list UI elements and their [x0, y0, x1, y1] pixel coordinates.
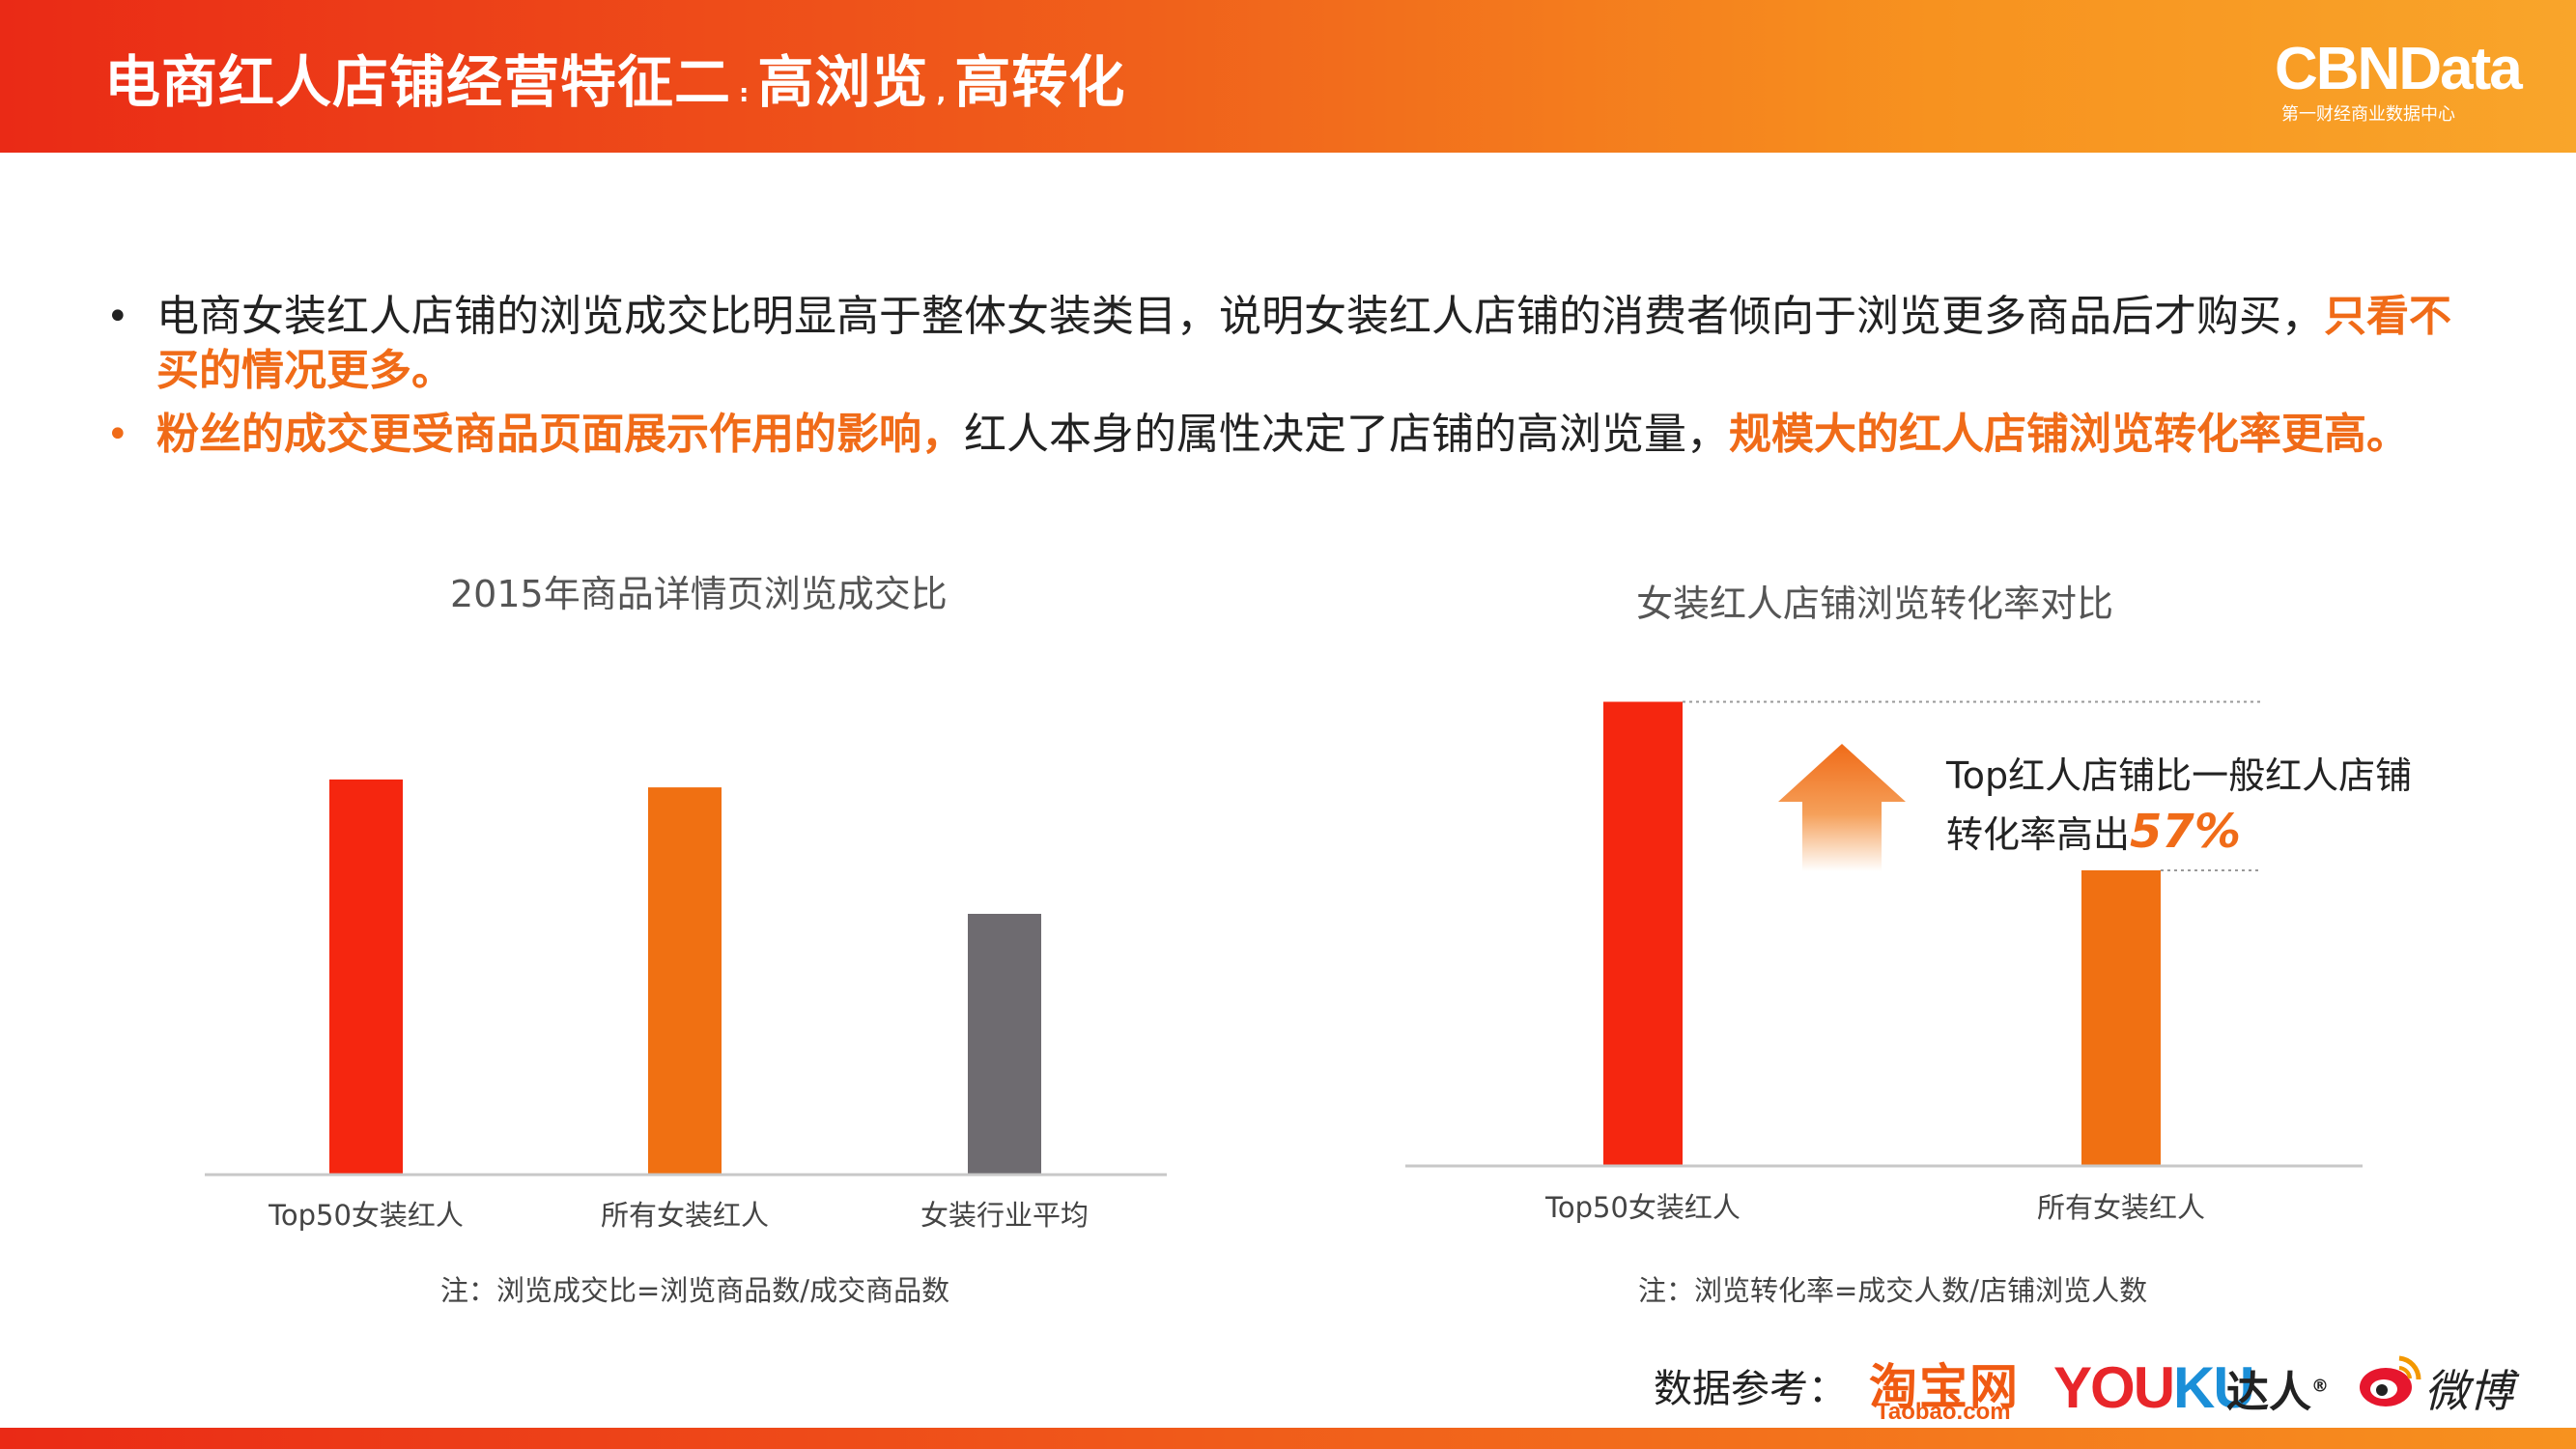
bar-3	[968, 914, 1041, 1175]
sources-label: 数据参考：	[1654, 1367, 1847, 1411]
bar-2	[2081, 869, 2161, 1166]
bullet-2-highlight-2: 规模大的红人店铺浏览转化率更高。	[1729, 410, 2409, 459]
brand-subtitle: 第一财经商业数据中心	[2281, 104, 2455, 125]
taobao-logo: 淘宝网	[1869, 1359, 2020, 1415]
bullet-2-highlight-1: 粉丝的成交更受商品页面展示作用的影响，	[156, 410, 964, 459]
title-part-3: 高转化	[954, 49, 1126, 115]
youku-logo-b: KU	[2173, 1355, 2255, 1420]
chart-1: Top50女装红人 所有女装红人 女装行业平均	[205, 779, 1167, 1232]
chart-2: Top50女装红人 所有女装红人	[1405, 700, 2363, 1224]
daren-text: 达人	[2226, 1368, 2311, 1417]
daren-mark: ®	[2311, 1376, 2329, 1397]
title-separator-1: :	[739, 79, 750, 108]
chart-2-callout: Top红人店铺比一般红人店铺 转化率高出57%	[1946, 748, 2412, 863]
category-label: Top50女装红人	[268, 1199, 464, 1232]
bottom-bar	[0, 1428, 2576, 1449]
page-title: 电商红人店铺经营特征二: 高浏览, 高转化	[104, 37, 1125, 118]
category-label: 所有女装红人	[2037, 1191, 2205, 1224]
up-arrow-icon	[1778, 744, 1906, 871]
title-part-1: 电商红人店铺经营特征二	[104, 49, 732, 115]
chart-2-title: 女装红人店铺浏览转化率对比	[1636, 582, 2114, 625]
brand-logo: CBNData	[2275, 36, 2523, 102]
category-label: Top50女装红人	[1544, 1191, 1741, 1224]
bullet-dot-icon: •	[106, 412, 129, 457]
weibo-eye-icon	[2360, 1355, 2421, 1406]
callout-line-1: Top红人店铺比一般红人店铺	[1946, 754, 2413, 797]
category-label: 所有女装红人	[601, 1199, 769, 1232]
bar-1	[1603, 701, 1683, 1166]
youku-logo-a: YOU	[2053, 1355, 2175, 1420]
bullet-dot-icon: •	[106, 295, 129, 339]
bullet-2-text: 红人本身的属性决定了店铺的高浏览量，	[964, 410, 1729, 459]
bullet-item-1: • 电商女装红人店铺的浏览成交比明显高于整体女装类目，说明女装红人店铺的消费者倾…	[104, 290, 2480, 398]
youku-logo: YOUKU	[2053, 1354, 2255, 1421]
bullet-1-highlight: 只看不买的情况更多。	[156, 292, 2451, 395]
bullet-item-2: • 粉丝的成交更受商品页面展示作用的影响，红人本身的属性决定了店铺的高浏览量，规…	[104, 408, 2480, 462]
title-separator-2: ,	[936, 79, 948, 108]
bar-1	[329, 779, 403, 1175]
category-label: 女装行业平均	[920, 1199, 1089, 1232]
callout-value: 57%	[2130, 805, 2241, 859]
bullet-1-text: 电商女装红人店铺的浏览成交比明显高于整体女装类目，说明女装红人店铺的消费者倾向于…	[156, 292, 2324, 341]
header-bar: 电商红人店铺经营特征二: 高浏览, 高转化 CBNData 第一财经商业数据中心	[0, 0, 2576, 153]
chart-2-note: 注：浏览转化率=成交人数/店铺浏览人数	[1638, 1274, 2148, 1307]
callout-line-2: 转化率高出	[1946, 813, 2131, 856]
chart-1-title: 2015年商品详情页浏览成交比	[450, 573, 948, 615]
taobao-logo-sub: Taobao.com	[1876, 1399, 2011, 1425]
daren-logo: 达人®	[2226, 1357, 2329, 1419]
weibo-text: 微博	[2424, 1365, 2513, 1417]
bullet-list: • 电商女装红人店铺的浏览成交比明显高于整体女装类目，说明女装红人店铺的消费者倾…	[104, 290, 2480, 471]
bar-2	[648, 787, 722, 1175]
chart-1-note: 注：浏览成交比=浏览商品数/成交商品数	[440, 1274, 950, 1307]
title-part-2: 高浏览	[757, 49, 929, 115]
